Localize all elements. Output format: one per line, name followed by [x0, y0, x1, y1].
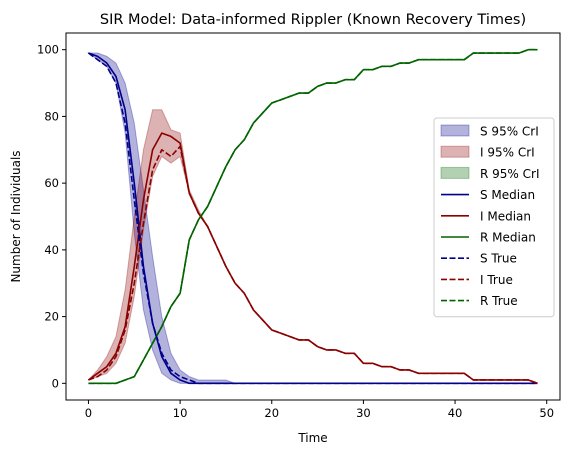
s-true-line [87, 52, 538, 385]
r-95-cri-legend-label: R 95% CrI [480, 167, 540, 181]
y-tick-label: 20 [44, 310, 59, 324]
r-true-legend-label: R True [480, 294, 518, 308]
s-95-cri-legend-swatch [440, 124, 470, 137]
s-median-legend-label: S Median [480, 188, 535, 202]
x-tick-label: 10 [173, 406, 188, 420]
y-tick-label: 80 [44, 109, 59, 123]
x-tick-label: 50 [539, 406, 554, 420]
chart-title: SIR Model: Data-informed Rippler (Known … [100, 12, 526, 28]
i-95-cri-legend-label: I 95% CrI [480, 146, 535, 160]
x-axis-ticks: 0 10 20 30 40 50 [85, 400, 554, 420]
s-true-legend-label: S True [480, 252, 517, 266]
y-axis-label: Number of Individuals [9, 150, 23, 282]
x-axis-label: Time [297, 431, 327, 445]
y-tick-label: 100 [37, 43, 59, 57]
y-axis-ticks: 0 20 40 60 80 100 [37, 43, 66, 390]
x-tick-label: 0 [85, 406, 92, 420]
r-median-legend-label: R Median [480, 231, 536, 245]
x-tick-label: 30 [356, 406, 371, 420]
s-95-cri-legend-label: S 95% CrI [480, 125, 539, 139]
y-tick-label: 0 [52, 376, 59, 390]
i-true-legend-label: I True [480, 273, 513, 287]
series-lines [87, 48, 538, 385]
plot-frame [65, 32, 561, 401]
x-tick-label: 40 [448, 406, 463, 420]
y-tick-label: 40 [44, 243, 59, 257]
x-tick-label: 20 [264, 406, 279, 420]
y-tick-label: 60 [44, 176, 59, 190]
r-true-line [88, 48, 538, 385]
i-median-legend-label: I Median [480, 209, 531, 223]
i-true-line [88, 145, 538, 385]
r-95-cri-legend-swatch [440, 166, 470, 179]
legend-box [433, 117, 555, 318]
legend: S 95% CrI I 95% CrI R 95% CrI S Median I Med… [433, 117, 555, 318]
i-95-cri-legend-swatch [440, 145, 470, 158]
